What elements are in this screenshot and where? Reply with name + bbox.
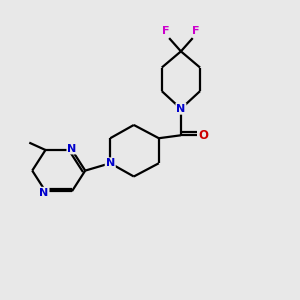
Text: N: N	[67, 143, 76, 154]
Text: F: F	[192, 26, 200, 36]
Text: F: F	[162, 26, 170, 36]
Text: N: N	[176, 104, 185, 114]
Text: N: N	[39, 188, 49, 198]
Text: N: N	[106, 158, 115, 168]
Text: O: O	[199, 129, 208, 142]
